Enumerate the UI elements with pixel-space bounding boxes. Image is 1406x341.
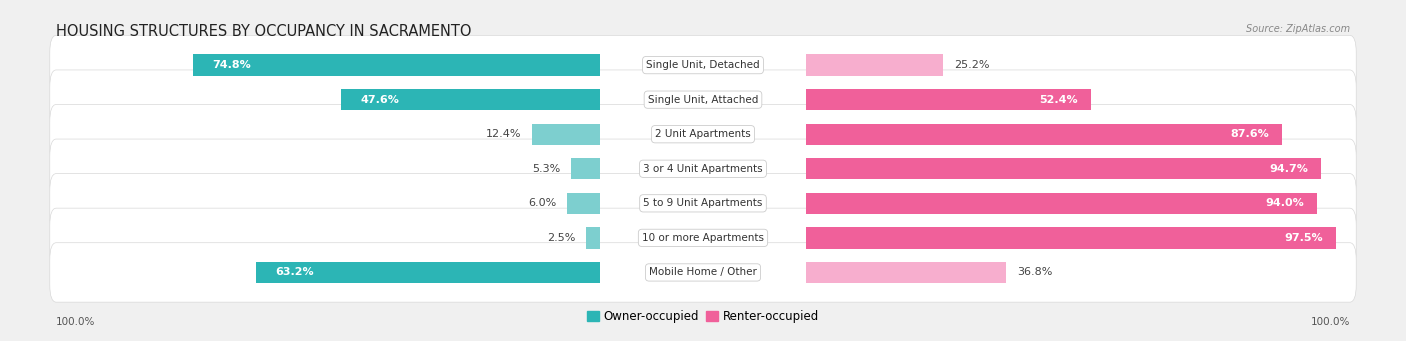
Text: 87.6%: 87.6% bbox=[1230, 129, 1270, 139]
FancyBboxPatch shape bbox=[49, 139, 1357, 198]
FancyBboxPatch shape bbox=[49, 104, 1357, 164]
Bar bbox=[193, 55, 599, 76]
Text: 3 or 4 Unit Apartments: 3 or 4 Unit Apartments bbox=[643, 164, 763, 174]
Bar bbox=[807, 55, 943, 76]
Bar bbox=[807, 123, 1282, 145]
Text: 63.2%: 63.2% bbox=[276, 267, 314, 278]
Text: 100.0%: 100.0% bbox=[56, 317, 96, 327]
Text: 5.3%: 5.3% bbox=[531, 164, 561, 174]
Text: 74.8%: 74.8% bbox=[212, 60, 252, 70]
Legend: Owner-occupied, Renter-occupied: Owner-occupied, Renter-occupied bbox=[582, 306, 824, 328]
Bar bbox=[256, 262, 599, 283]
Text: 47.6%: 47.6% bbox=[360, 95, 399, 105]
Text: 97.5%: 97.5% bbox=[1285, 233, 1323, 243]
Text: Mobile Home / Other: Mobile Home / Other bbox=[650, 267, 756, 278]
Text: 25.2%: 25.2% bbox=[953, 60, 990, 70]
Text: 2 Unit Apartments: 2 Unit Apartments bbox=[655, 129, 751, 139]
Bar bbox=[807, 158, 1322, 179]
FancyBboxPatch shape bbox=[49, 208, 1357, 268]
Text: 10 or more Apartments: 10 or more Apartments bbox=[643, 233, 763, 243]
Bar bbox=[807, 89, 1091, 110]
FancyBboxPatch shape bbox=[49, 174, 1357, 233]
Text: Single Unit, Attached: Single Unit, Attached bbox=[648, 95, 758, 105]
Bar bbox=[340, 89, 599, 110]
Text: 100.0%: 100.0% bbox=[1310, 317, 1350, 327]
Text: 2.5%: 2.5% bbox=[547, 233, 575, 243]
FancyBboxPatch shape bbox=[49, 243, 1357, 302]
Text: 6.0%: 6.0% bbox=[529, 198, 557, 208]
Text: 5 to 9 Unit Apartments: 5 to 9 Unit Apartments bbox=[644, 198, 762, 208]
Bar bbox=[807, 262, 1007, 283]
FancyBboxPatch shape bbox=[49, 35, 1357, 95]
Bar bbox=[807, 193, 1317, 214]
FancyBboxPatch shape bbox=[49, 70, 1357, 129]
Text: 94.7%: 94.7% bbox=[1270, 164, 1308, 174]
Bar bbox=[571, 158, 599, 179]
Text: 94.0%: 94.0% bbox=[1265, 198, 1305, 208]
Text: 36.8%: 36.8% bbox=[1017, 267, 1052, 278]
Bar bbox=[586, 227, 599, 249]
Bar bbox=[567, 193, 599, 214]
Text: Source: ZipAtlas.com: Source: ZipAtlas.com bbox=[1246, 24, 1350, 34]
Bar bbox=[531, 123, 599, 145]
Text: 52.4%: 52.4% bbox=[1039, 95, 1078, 105]
Bar bbox=[807, 227, 1336, 249]
Text: Single Unit, Detached: Single Unit, Detached bbox=[647, 60, 759, 70]
Text: 12.4%: 12.4% bbox=[486, 129, 522, 139]
Text: HOUSING STRUCTURES BY OCCUPANCY IN SACRAMENTO: HOUSING STRUCTURES BY OCCUPANCY IN SACRA… bbox=[56, 24, 472, 39]
